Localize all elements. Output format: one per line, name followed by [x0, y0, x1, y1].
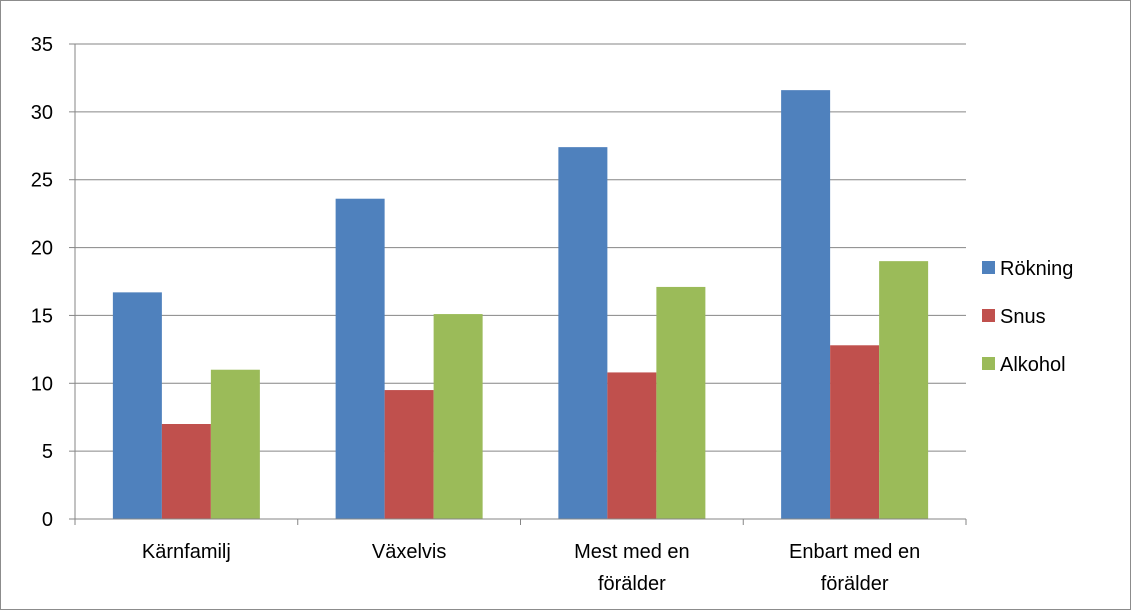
bar	[879, 261, 929, 519]
y-tick-label: 0	[42, 509, 53, 531]
y-tick-label: 30	[31, 102, 53, 124]
x-category-label: förälder	[598, 573, 666, 595]
y-tick-labels: 0 5 10 15 20 25 30 35	[31, 34, 53, 531]
legend-swatch	[982, 261, 995, 274]
axes	[69, 43, 967, 525]
bar	[656, 286, 706, 519]
bar	[607, 372, 657, 519]
legend-swatch	[982, 309, 995, 322]
legend-swatch	[982, 357, 995, 370]
x-category-label: Enbart med en	[789, 541, 920, 563]
x-category-label: Kärnfamilj	[142, 541, 231, 563]
x-category-label: förälder	[821, 573, 889, 595]
y-tick-label: 20	[31, 238, 53, 260]
x-category-label: Växelvis	[372, 541, 446, 563]
x-category-label: Mest med en	[574, 541, 690, 563]
x-category-labels: Kärnfamilj Växelvis Mest med en förälder Enb…	[142, 541, 920, 595]
bar	[830, 345, 880, 519]
bar	[433, 314, 483, 519]
legend-label: Rökning	[1000, 258, 1073, 280]
y-tick-label: 10	[31, 373, 53, 395]
legend-label: Alkohol	[1000, 354, 1066, 376]
bar	[335, 198, 385, 519]
bar	[384, 390, 434, 519]
y-tick-label: 15	[31, 305, 53, 327]
bar	[161, 424, 211, 519]
bar	[210, 369, 260, 519]
legend-label: Snus	[1000, 306, 1046, 328]
bar	[558, 147, 608, 519]
bar	[781, 90, 831, 520]
y-tick-label: 25	[31, 170, 53, 192]
bar	[112, 292, 162, 519]
y-tick-label: 5	[42, 441, 53, 463]
bars	[112, 90, 929, 520]
legend: Rökning Snus Alkohol	[982, 258, 1073, 376]
y-tick-label: 35	[31, 34, 53, 56]
